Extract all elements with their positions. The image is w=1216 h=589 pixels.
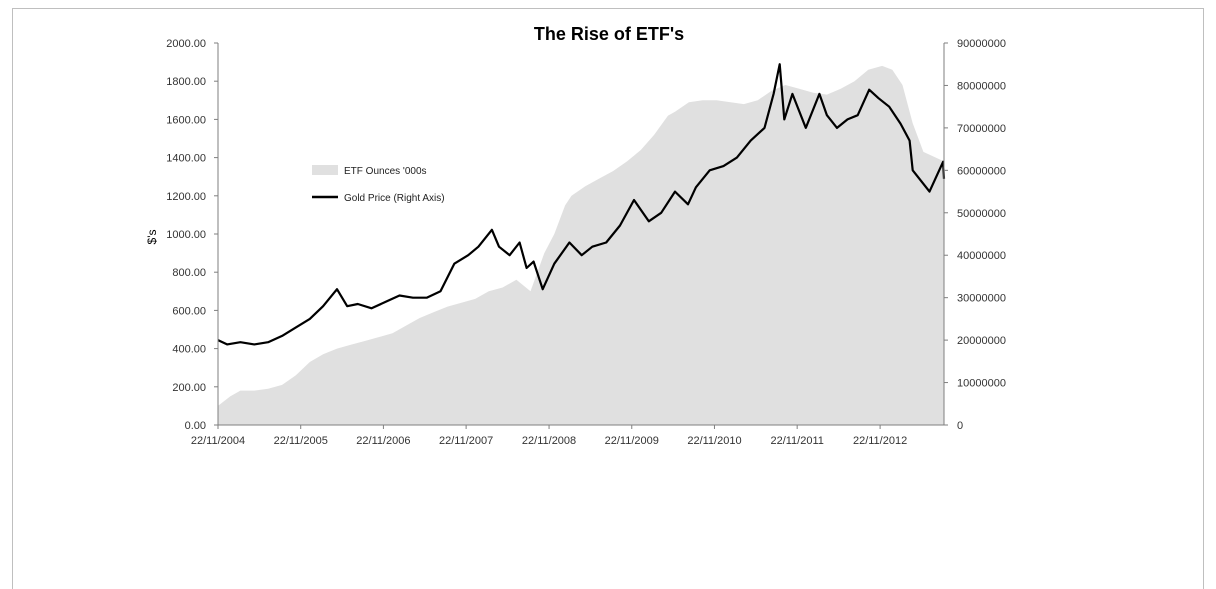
gold-price-line [217, 63, 946, 346]
right-tick-label: 20000000 [957, 335, 1006, 347]
right-tick-label: 50000000 [957, 208, 1006, 220]
x-tick-label: 22/11/2004 [191, 435, 245, 447]
x-tick-label: 22/11/2009 [605, 435, 659, 447]
left-tick-label: 1800.00 [166, 76, 206, 88]
x-tick-label: 22/11/2008 [522, 435, 576, 447]
right-tick-label: 70000000 [957, 123, 1006, 135]
right-tick-label: 40000000 [957, 250, 1006, 262]
legend-swatch-etf [312, 165, 338, 175]
chart-title: The Rise of ETF's [534, 24, 684, 44]
etf-ounces-area [218, 65, 944, 426]
legend: ETF Ounces '000s Gold Price (Right Axis) [312, 165, 445, 204]
right-tick-label: 10000000 [957, 378, 1006, 390]
x-tick-label: 22/11/2007 [439, 435, 493, 447]
right-tick-label: 90000000 [957, 38, 1006, 50]
left-tick-label: 400.00 [172, 344, 206, 356]
y-axis-label: $'s [145, 230, 159, 245]
legend-label-etf: ETF Ounces '000s [344, 166, 427, 177]
right-tick-label: 60000000 [957, 165, 1006, 177]
x-tick-label: 22/11/2011 [770, 435, 823, 447]
left-tick-label: 1000.00 [166, 229, 206, 241]
x-tick-label: 22/11/2012 [853, 435, 907, 447]
left-tick-label: 600.00 [172, 305, 206, 317]
x-tick-label: 22/11/2010 [687, 435, 741, 447]
left-tick-label: 1200.00 [166, 191, 206, 203]
right-tick-label: 0 [957, 420, 963, 432]
left-tick-label: 1400.00 [166, 153, 206, 165]
x-tick-label: 22/11/2005 [274, 435, 328, 447]
right-tick-label: 80000000 [957, 80, 1006, 92]
left-tick-label: 1600.00 [166, 114, 206, 126]
x-tick-label: 22/11/2006 [356, 435, 410, 447]
left-tick-label: 800.00 [172, 267, 206, 279]
legend-label-gold: Gold Price (Right Axis) [344, 193, 445, 204]
right-tick-label: 30000000 [957, 293, 1006, 305]
left-tick-label: 0.00 [185, 420, 206, 432]
left-tick-label: 2000.00 [166, 38, 206, 50]
left-tick-label: 200.00 [172, 382, 206, 394]
